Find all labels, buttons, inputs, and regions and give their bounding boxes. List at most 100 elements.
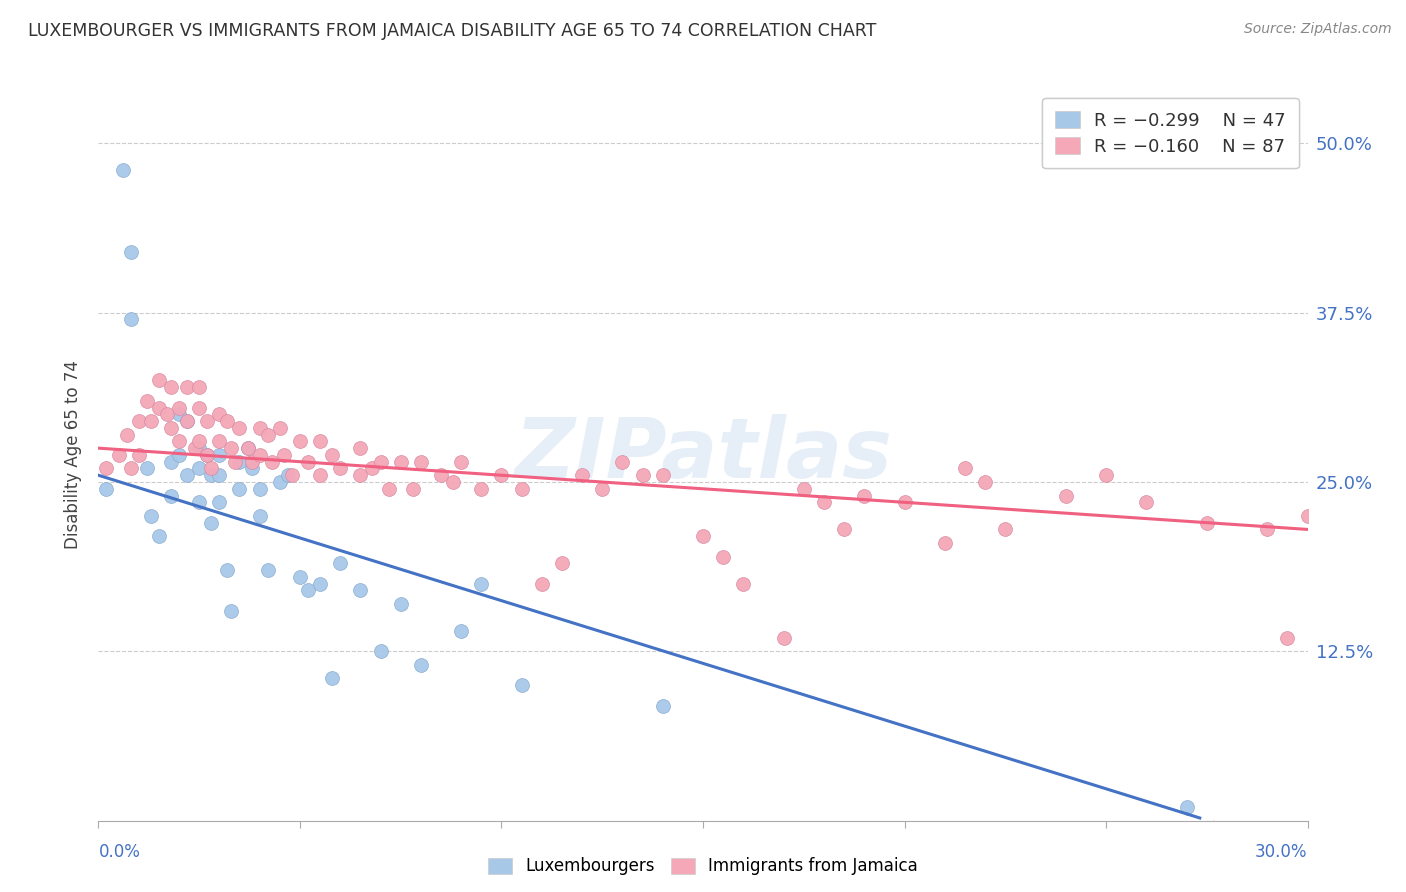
Legend: Luxembourgers, Immigrants from Jamaica: Luxembourgers, Immigrants from Jamaica <box>479 849 927 884</box>
Point <box>551 556 574 570</box>
Text: 30.0%: 30.0% <box>1256 843 1308 861</box>
Point <box>167 434 190 449</box>
Point <box>974 475 997 489</box>
Point <box>692 529 714 543</box>
Point <box>188 380 211 394</box>
Point <box>208 434 231 449</box>
Point <box>832 523 855 537</box>
Point <box>853 489 876 503</box>
Point <box>651 698 673 713</box>
Point <box>281 468 304 483</box>
Point <box>370 455 392 469</box>
Point <box>256 563 278 577</box>
Point <box>176 414 198 428</box>
Point <box>510 678 533 692</box>
Point <box>1195 516 1218 530</box>
Point <box>1175 800 1198 814</box>
Point <box>148 401 170 415</box>
Point <box>297 455 319 469</box>
Point <box>349 441 371 455</box>
Point <box>1095 468 1118 483</box>
Point <box>128 448 150 462</box>
Point <box>195 448 218 462</box>
Point <box>160 489 183 503</box>
Point <box>176 380 198 394</box>
Point <box>240 461 263 475</box>
Text: Source: ZipAtlas.com: Source: ZipAtlas.com <box>1244 22 1392 37</box>
Point <box>260 455 283 469</box>
Text: LUXEMBOURGER VS IMMIGRANTS FROM JAMAICA DISABILITY AGE 65 TO 74 CORRELATION CHAR: LUXEMBOURGER VS IMMIGRANTS FROM JAMAICA … <box>28 22 876 40</box>
Point <box>450 624 472 638</box>
Text: ZIPatlas: ZIPatlas <box>515 415 891 495</box>
Point <box>321 448 343 462</box>
Point <box>208 495 231 509</box>
Point <box>733 576 755 591</box>
Point <box>160 380 183 394</box>
Point <box>1054 489 1077 503</box>
Point <box>167 401 190 415</box>
Point <box>188 495 211 509</box>
Point <box>236 441 259 455</box>
Point <box>240 455 263 469</box>
Point <box>269 475 291 489</box>
Point <box>571 468 593 483</box>
Point <box>361 461 384 475</box>
Point <box>111 163 134 178</box>
Point <box>591 482 613 496</box>
Point <box>176 414 198 428</box>
Point <box>128 414 150 428</box>
Point <box>389 597 412 611</box>
Point <box>249 448 271 462</box>
Point <box>321 672 343 686</box>
Point <box>612 455 634 469</box>
Point <box>1135 495 1157 509</box>
Point <box>1296 508 1319 523</box>
Point <box>228 421 250 435</box>
Point <box>389 455 412 469</box>
Point <box>349 583 371 598</box>
Point <box>269 421 291 435</box>
Point <box>441 475 464 489</box>
Point <box>208 468 231 483</box>
Point <box>188 441 211 455</box>
Point <box>1277 631 1299 645</box>
Point <box>115 427 138 442</box>
Point <box>236 441 259 455</box>
Point <box>195 448 218 462</box>
Point <box>148 373 170 387</box>
Point <box>953 461 976 475</box>
Point <box>188 434 211 449</box>
Point <box>184 441 207 455</box>
Point <box>135 461 157 475</box>
Point <box>139 414 162 428</box>
Text: 0.0%: 0.0% <box>98 843 141 861</box>
Point <box>349 468 371 483</box>
Point <box>167 448 190 462</box>
Point <box>309 434 332 449</box>
Point <box>135 393 157 408</box>
Point <box>120 461 142 475</box>
Point <box>1256 523 1278 537</box>
Point <box>188 461 211 475</box>
Point <box>510 482 533 496</box>
Point <box>370 644 392 658</box>
Point <box>148 529 170 543</box>
Point <box>249 482 271 496</box>
Point <box>409 455 432 469</box>
Point <box>160 421 183 435</box>
Point <box>96 482 118 496</box>
Point <box>309 468 332 483</box>
Point <box>249 421 271 435</box>
Point <box>450 455 472 469</box>
Point <box>120 312 142 326</box>
Point <box>249 508 271 523</box>
Point <box>631 468 654 483</box>
Point <box>188 401 211 415</box>
Point <box>309 576 332 591</box>
Point <box>934 536 956 550</box>
Point <box>120 244 142 259</box>
Point <box>329 461 352 475</box>
Point <box>217 414 239 428</box>
Point <box>793 482 815 496</box>
Point <box>329 556 352 570</box>
